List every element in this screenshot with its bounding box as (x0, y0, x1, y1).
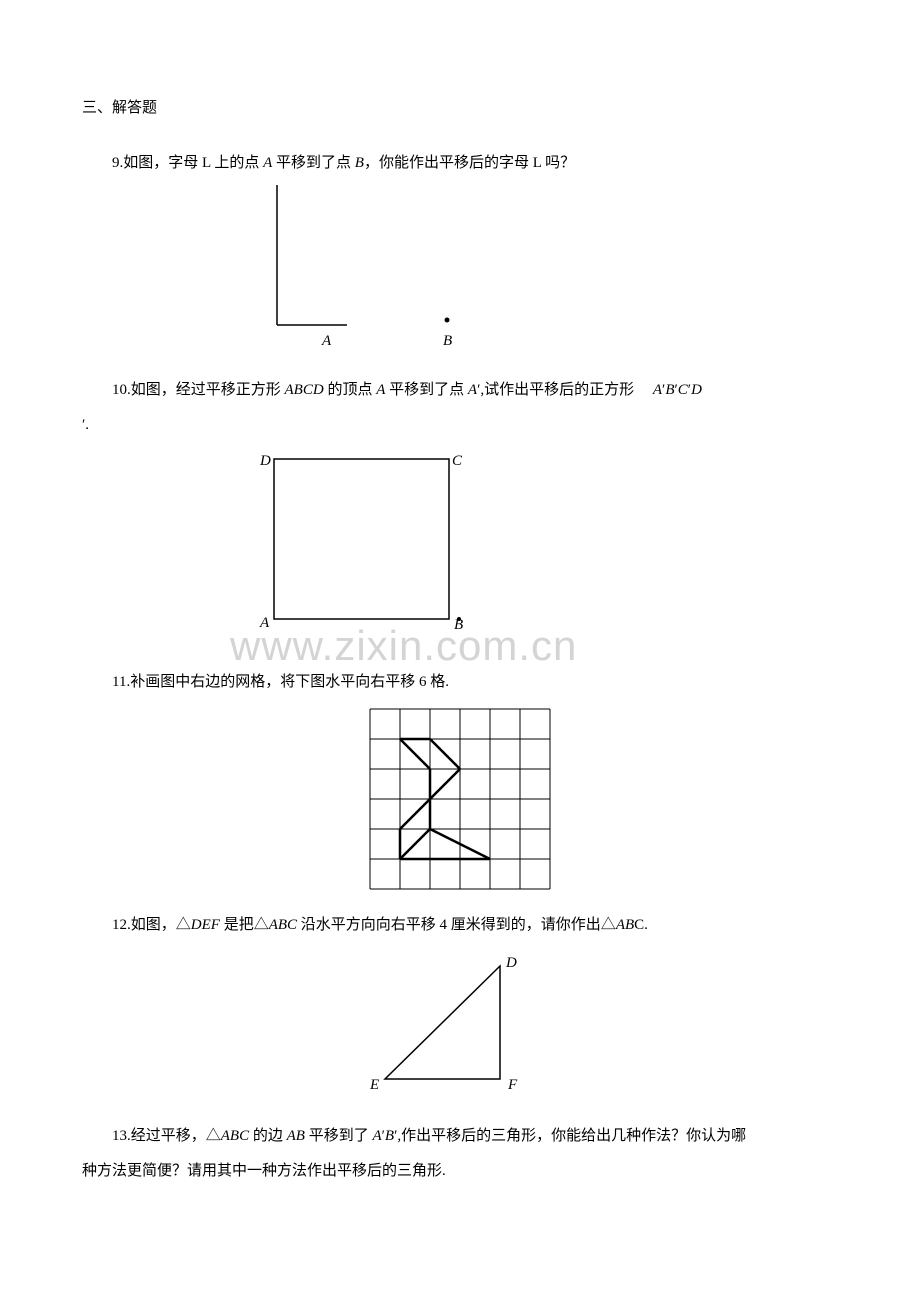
problem-10-text: 10.如图，经过平移正方形 ABCD 的顶点 A 平移到了点 A′,试作出平移后… (82, 377, 838, 404)
label-D: D (259, 453, 271, 469)
label-F: F (507, 1077, 518, 1093)
problem-12-number: 12. (112, 917, 131, 933)
figure-10-svg: D C A B (252, 447, 492, 647)
figure-11-container (82, 708, 838, 890)
problem-9-number: 9. (112, 155, 123, 171)
label-B2: B (454, 617, 463, 633)
label-E: E (369, 1077, 379, 1093)
figure-9-svg: A B (252, 185, 502, 355)
problem-13: 13.经过平移，△ABC 的边 AB 平移到了 A′B′,作出平移后的三角形，你… (82, 1123, 838, 1185)
problem-13-line2: 种方法更简便？请用其中一种方法作出平移后的三角形. (82, 1158, 838, 1185)
label-B: B (443, 333, 452, 349)
problem-12-text: 12.如图，△DEF 是把△ABC 沿水平方向向右平移 4 厘米得到的，请你作出… (82, 912, 838, 939)
problem-9: 9.如图，字母 L 上的点 A 平移到了点 B，你能作出平移后的字母 L 吗？ … (82, 150, 838, 355)
problem-10-continuation: ′. (82, 412, 838, 439)
figure-12-container: D E F (82, 951, 838, 1101)
problem-10-number: 10. (112, 382, 131, 398)
label-D3: D (505, 955, 517, 971)
figure-9-container: A B (82, 185, 838, 355)
section-header: 三、解答题 (82, 95, 838, 122)
label-A2: A (259, 615, 270, 631)
problem-13-text: 13.经过平移，△ABC 的边 AB 平移到了 A′B′,作出平移后的三角形，你… (82, 1123, 838, 1150)
section-header-text: 三、解答题 (82, 100, 157, 116)
problem-13-number: 13. (112, 1128, 131, 1144)
problem-11-number: 11. (112, 674, 130, 690)
problem-9-text: 9.如图，字母 L 上的点 A 平移到了点 B，你能作出平移后的字母 L 吗？ (82, 150, 838, 177)
problem-12: 12.如图，△DEF 是把△ABC 沿水平方向向右平移 4 厘米得到的，请你作出… (82, 912, 838, 1101)
problem-10: 10.如图，经过平移正方形 ABCD 的顶点 A 平移到了点 A′,试作出平移后… (82, 377, 838, 647)
figure-12-svg: D E F (360, 951, 560, 1101)
figure-10-container: D C A B (82, 447, 838, 647)
label-A: A (321, 333, 332, 349)
problem-11-text: 11.补画图中右边的网格，将下图水平向右平移 6 格. (82, 669, 838, 696)
problem-11: 11.补画图中右边的网格，将下图水平向右平移 6 格. (82, 669, 838, 890)
figure-11-svg (369, 708, 551, 890)
label-C: C (452, 453, 463, 469)
